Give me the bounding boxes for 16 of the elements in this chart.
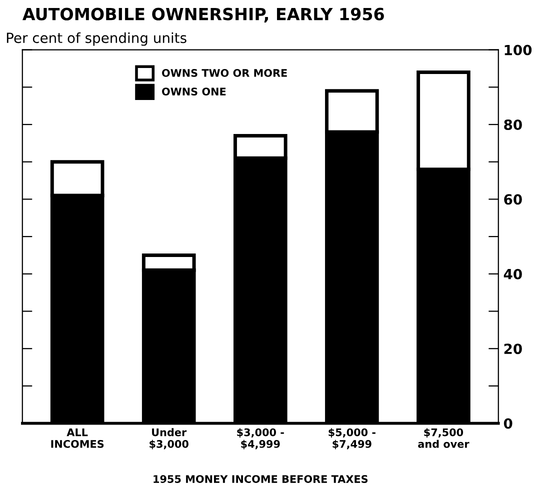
y-tick-label: 20 — [504, 344, 522, 354]
y-tick-label: 40 — [504, 268, 522, 280]
y-tick-label: 100 — [504, 44, 532, 56]
x-tick-label: Under $3,000 — [150, 428, 188, 450]
x-tick-label: $5,000 - $7,499 — [328, 428, 376, 450]
x-tick-label: ALL INCOMES — [51, 428, 104, 448]
y-tick-label: 0 — [504, 418, 512, 429]
chart-subtitle: Per cent of spending units — [6, 32, 186, 46]
y-tick-label: 80 — [504, 119, 522, 130]
x-tick-label: $7,500 and over — [418, 428, 470, 448]
chart-title: AUTOMOBILE OWNERSHIP, EARLY 1956 — [22, 8, 384, 22]
y-tick-label: 60 — [504, 194, 522, 205]
legend-label: OWNS TWO OR MORE — [162, 69, 287, 77]
legend-label: OWNS ONE — [162, 88, 226, 96]
x-tick-label: $3,000 - $4,999 — [237, 428, 284, 450]
x-axis-title: 1955 MONEY INCOME BEFORE TAXES — [154, 475, 368, 483]
